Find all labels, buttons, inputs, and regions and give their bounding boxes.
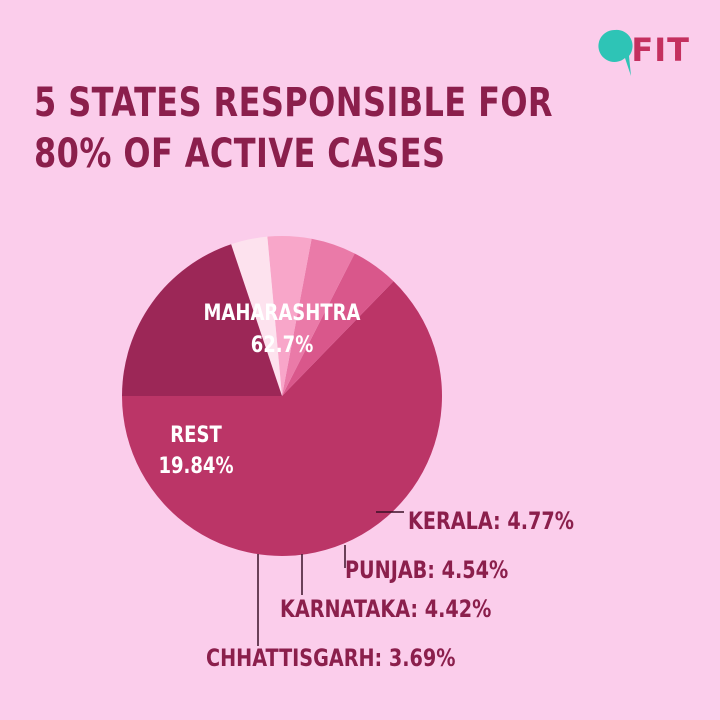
- speech-bubble-icon: [598, 29, 633, 76]
- slice-value-maharashtra: 62.7%: [251, 331, 314, 357]
- pie-slice-chhattisgarh: [231, 236, 282, 396]
- callout-label-chhattisgarh: CHHATTISGARH: 3.69%: [206, 645, 456, 673]
- slice-value-rest: 19.84%: [158, 452, 233, 478]
- pie-slice-punjab: [282, 238, 355, 396]
- pie-slice-karnataka: [267, 235, 312, 396]
- pie-slice-maharashtra: [122, 281, 442, 556]
- callout-label-kerala: KERALA: 4.77%: [408, 508, 574, 536]
- callout-leader-lines: [257, 511, 404, 646]
- pie-slice-rest: [122, 244, 282, 396]
- callout-label-punjab: PUNJAB: 4.54%: [345, 557, 508, 585]
- pie-slices: [122, 235, 442, 556]
- logo-text: FIT: [631, 31, 690, 69]
- slice-label-rest: REST: [170, 421, 222, 447]
- chart-title: 5 STATES RESPONSIBLE FOR 80% OF ACTIVE C…: [34, 78, 553, 180]
- slice-label-maharashtra: MAHARASHTRA: [203, 299, 360, 325]
- fit-logo: FIT: [595, 26, 690, 82]
- callout-label-karnataka: KARNATAKA: 4.42%: [280, 596, 492, 624]
- pie-slice-kerala: [282, 253, 394, 396]
- chart-title-line-1: 5 STATES RESPONSIBLE FOR: [34, 80, 553, 126]
- chart-title-line-2: 80% OF ACTIVE CASES: [34, 131, 446, 177]
- pie-labels: MAHARASHTRA 62.7% KERALA: 4.77% PUNJAB: 4.5…: [158, 299, 574, 672]
